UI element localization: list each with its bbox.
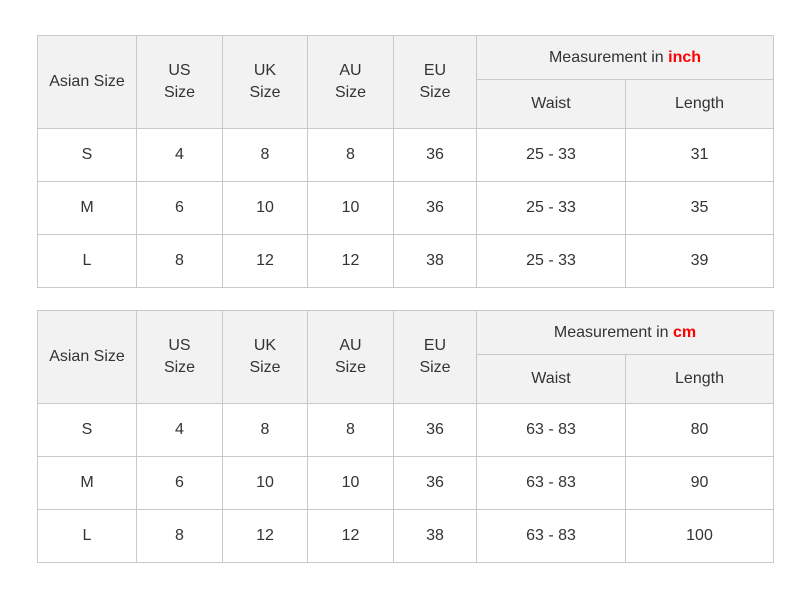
cell-us: 8 [136, 234, 223, 288]
cell-waist: 63 - 83 [476, 456, 626, 510]
header-measurement-cm: Measurement in cm [475, 310, 775, 355]
cell-au: 12 [307, 509, 394, 563]
header-waist-label: Waist [531, 370, 571, 388]
cell-length: 35 [625, 181, 774, 235]
header-us-size-label: US Size [163, 337, 196, 376]
cell-eu: 38 [393, 234, 477, 288]
table-row: L 8 12 12 38 63 - 83 100 [37, 509, 775, 563]
header-row-sub: Waist Length [38, 354, 775, 404]
cell-us: 8 [136, 509, 223, 563]
cell-eu: 38 [393, 509, 477, 563]
cell-us: 4 [136, 128, 223, 182]
cell-waist: 25 - 33 [476, 128, 626, 182]
header-au-size: AU Size [307, 35, 394, 129]
header-waist: Waist [476, 79, 626, 129]
cell-uk: 10 [222, 456, 308, 510]
table-row: L 8 12 12 38 25 - 33 39 [37, 234, 774, 288]
table-row: S 4 8 8 36 63 - 83 80 [37, 403, 775, 457]
header-asian-size-label: Asian Size [49, 348, 125, 366]
cell-eu: 36 [393, 181, 477, 235]
table-row: M 6 10 10 36 63 - 83 90 [37, 456, 775, 510]
header-au-size-label: AU Size [334, 337, 367, 376]
header-uk-size-label: UK Size [249, 337, 281, 376]
header-waist: Waist [476, 354, 626, 404]
cell-asian: M [37, 456, 137, 510]
header-asian-size: Asian Size [37, 35, 137, 129]
header-uk-size: UK Size [222, 35, 308, 129]
header-row-top: Asian Size US Size UK Size AU Size EU Si… [37, 35, 774, 129]
cell-au: 12 [307, 234, 394, 288]
header-au-size-label: AU Size [334, 62, 367, 101]
cell-eu: 36 [393, 403, 477, 457]
header-waist-label: Waist [531, 95, 571, 113]
header-asian-size-label: Asian Size [49, 73, 125, 91]
cell-length: 39 [625, 234, 774, 288]
measurement-unit-inch: inch [668, 48, 702, 66]
header-au-size: AU Size [307, 310, 394, 404]
header-us-size: US Size [136, 310, 223, 404]
cell-waist: 63 - 83 [476, 509, 626, 563]
cell-uk: 8 [222, 403, 308, 457]
header-row-sub: Waist Length [38, 79, 774, 129]
header-uk-size: UK Size [222, 310, 308, 404]
header-us-size: US Size [136, 35, 223, 129]
size-chart-inch-table: Asian Size US Size UK Size AU Size EU Si… [37, 35, 774, 288]
header-length-label: Length [675, 370, 724, 388]
cell-length: 90 [624, 456, 775, 510]
cell-au: 8 [307, 403, 394, 457]
cell-asian: S [37, 128, 137, 182]
measurement-prefix-label: Measurement in [548, 48, 664, 66]
header-eu-size-label: EU Size [419, 62, 451, 101]
table-row: M 6 10 10 36 25 - 33 35 [37, 181, 774, 235]
measurement-unit-cm: cm [673, 323, 697, 341]
cell-us: 4 [136, 403, 223, 457]
header-row-top: Asian Size US Size UK Size AU Size EU Si… [37, 310, 775, 404]
cell-uk: 12 [222, 234, 308, 288]
header-length-label: Length [675, 95, 724, 113]
cell-eu: 36 [393, 456, 477, 510]
cell-uk: 12 [222, 509, 308, 563]
header-eu-size-label: EU Size [419, 337, 451, 376]
header-measurement-inch: Measurement in inch [476, 35, 774, 80]
cell-length: 80 [624, 403, 775, 457]
cell-uk: 10 [222, 181, 308, 235]
cell-waist: 25 - 33 [476, 181, 626, 235]
cell-au: 10 [307, 181, 394, 235]
cell-asian: L [37, 234, 137, 288]
cell-uk: 8 [222, 128, 308, 182]
cell-us: 6 [136, 456, 223, 510]
header-us-size-label: US Size [163, 62, 196, 101]
cell-length: 31 [625, 128, 774, 182]
cell-waist: 63 - 83 [476, 403, 626, 457]
header-asian-size: Asian Size [37, 310, 137, 404]
header-uk-size-label: UK Size [249, 62, 281, 101]
cell-au: 10 [307, 456, 394, 510]
size-chart-cm-table: Asian Size US Size UK Size AU Size EU Si… [37, 310, 775, 563]
cell-us: 6 [136, 181, 223, 235]
cell-asian: L [37, 509, 137, 563]
cell-au: 8 [307, 128, 394, 182]
cell-waist: 25 - 33 [476, 234, 626, 288]
cell-asian: S [37, 403, 137, 457]
cell-asian: M [37, 181, 137, 235]
table-row: S 4 8 8 36 25 - 33 31 [37, 128, 774, 182]
header-length: Length [625, 79, 774, 129]
cell-length: 100 [624, 509, 775, 563]
header-eu-size: EU Size [393, 310, 477, 404]
header-length: Length [624, 354, 775, 404]
measurement-prefix-label: Measurement in [553, 323, 669, 341]
header-eu-size: EU Size [393, 35, 477, 129]
cell-eu: 36 [393, 128, 477, 182]
